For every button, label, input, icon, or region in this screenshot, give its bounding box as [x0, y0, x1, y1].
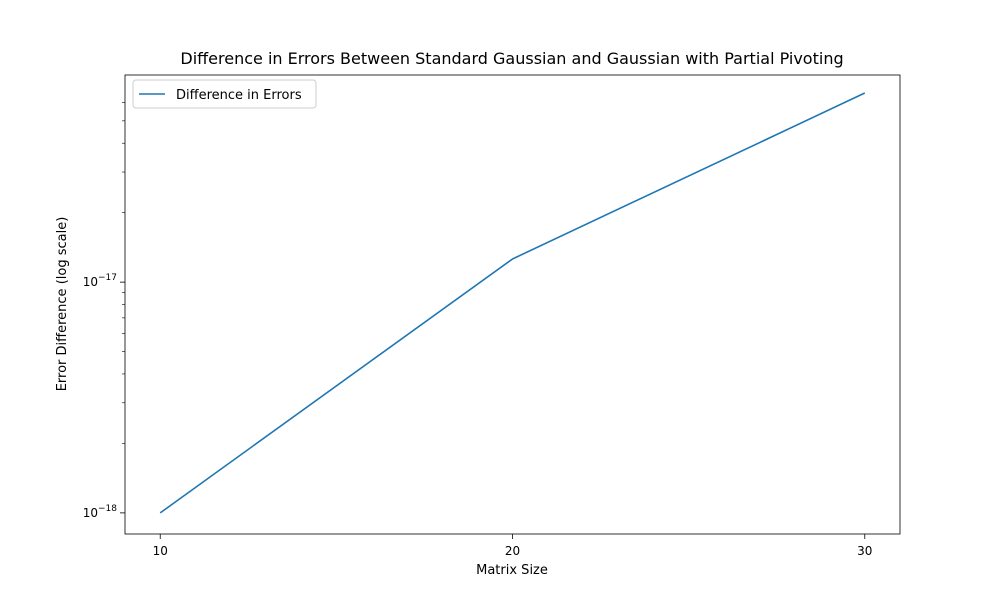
y-axis-label: Error Difference (log scale) [55, 217, 70, 392]
y-tick-label: 10−17 [83, 273, 117, 289]
legend-label: Difference in Errors [176, 88, 302, 103]
x-tick-label: 30 [857, 544, 872, 558]
x-tick-label: 20 [505, 544, 520, 558]
x-axis-label: Matrix Size [476, 563, 548, 578]
y-tick-exponent: −18 [98, 504, 117, 514]
y-tick-base: 10 [83, 275, 98, 289]
legend-box [132, 79, 317, 109]
y-tick-label: 10−18 [83, 504, 118, 520]
chart-title: Difference in Errors Between Standard Ga… [180, 49, 843, 68]
legend: Difference in Errors [132, 79, 317, 109]
series-line-0 [159, 92, 866, 514]
y-tick-base: 10 [83, 506, 98, 520]
x-tick-label: 10 [153, 544, 168, 558]
y-tick-exponent: −17 [98, 273, 117, 283]
